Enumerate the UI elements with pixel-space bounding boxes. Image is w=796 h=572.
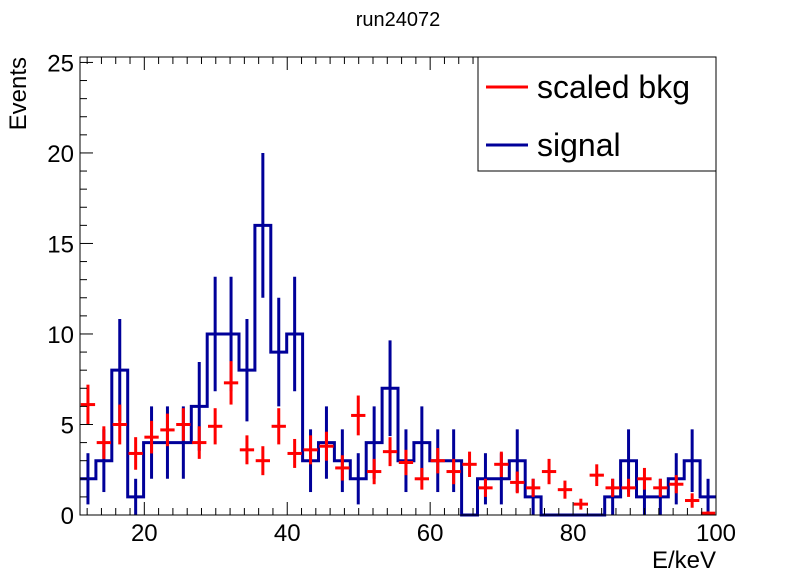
x-tick-label: 20 xyxy=(131,520,158,547)
y-tick-label: 0 xyxy=(61,503,74,530)
bkg-markers xyxy=(80,361,716,515)
x-axis-label: E/keV xyxy=(652,547,716,572)
legend-box xyxy=(477,56,717,172)
legend-label-scaled-bkg: scaled bkg xyxy=(537,69,690,105)
plot-frame xyxy=(79,56,717,516)
legend-label-signal: signal xyxy=(537,127,621,163)
y-tick-label: 15 xyxy=(47,231,74,258)
chart-title: run24072 xyxy=(356,9,441,31)
y-tick-label: 20 xyxy=(47,141,74,168)
x-tick-label: 100 xyxy=(696,520,736,547)
legend: scaled bkg signal xyxy=(477,56,717,172)
y-tick-label: 10 xyxy=(47,322,74,349)
x-tick-label: 80 xyxy=(560,520,587,547)
x-tick-label: 40 xyxy=(274,520,301,547)
plot-area xyxy=(79,56,717,516)
y-tick-label: 25 xyxy=(47,50,74,77)
x-axis: 20 40 60 80 100 xyxy=(86,57,736,547)
y-tick-label: 5 xyxy=(61,412,74,439)
signal-step-line xyxy=(80,223,716,517)
y-axis-label: Events xyxy=(5,57,32,130)
x-tick-label: 60 xyxy=(417,520,444,547)
